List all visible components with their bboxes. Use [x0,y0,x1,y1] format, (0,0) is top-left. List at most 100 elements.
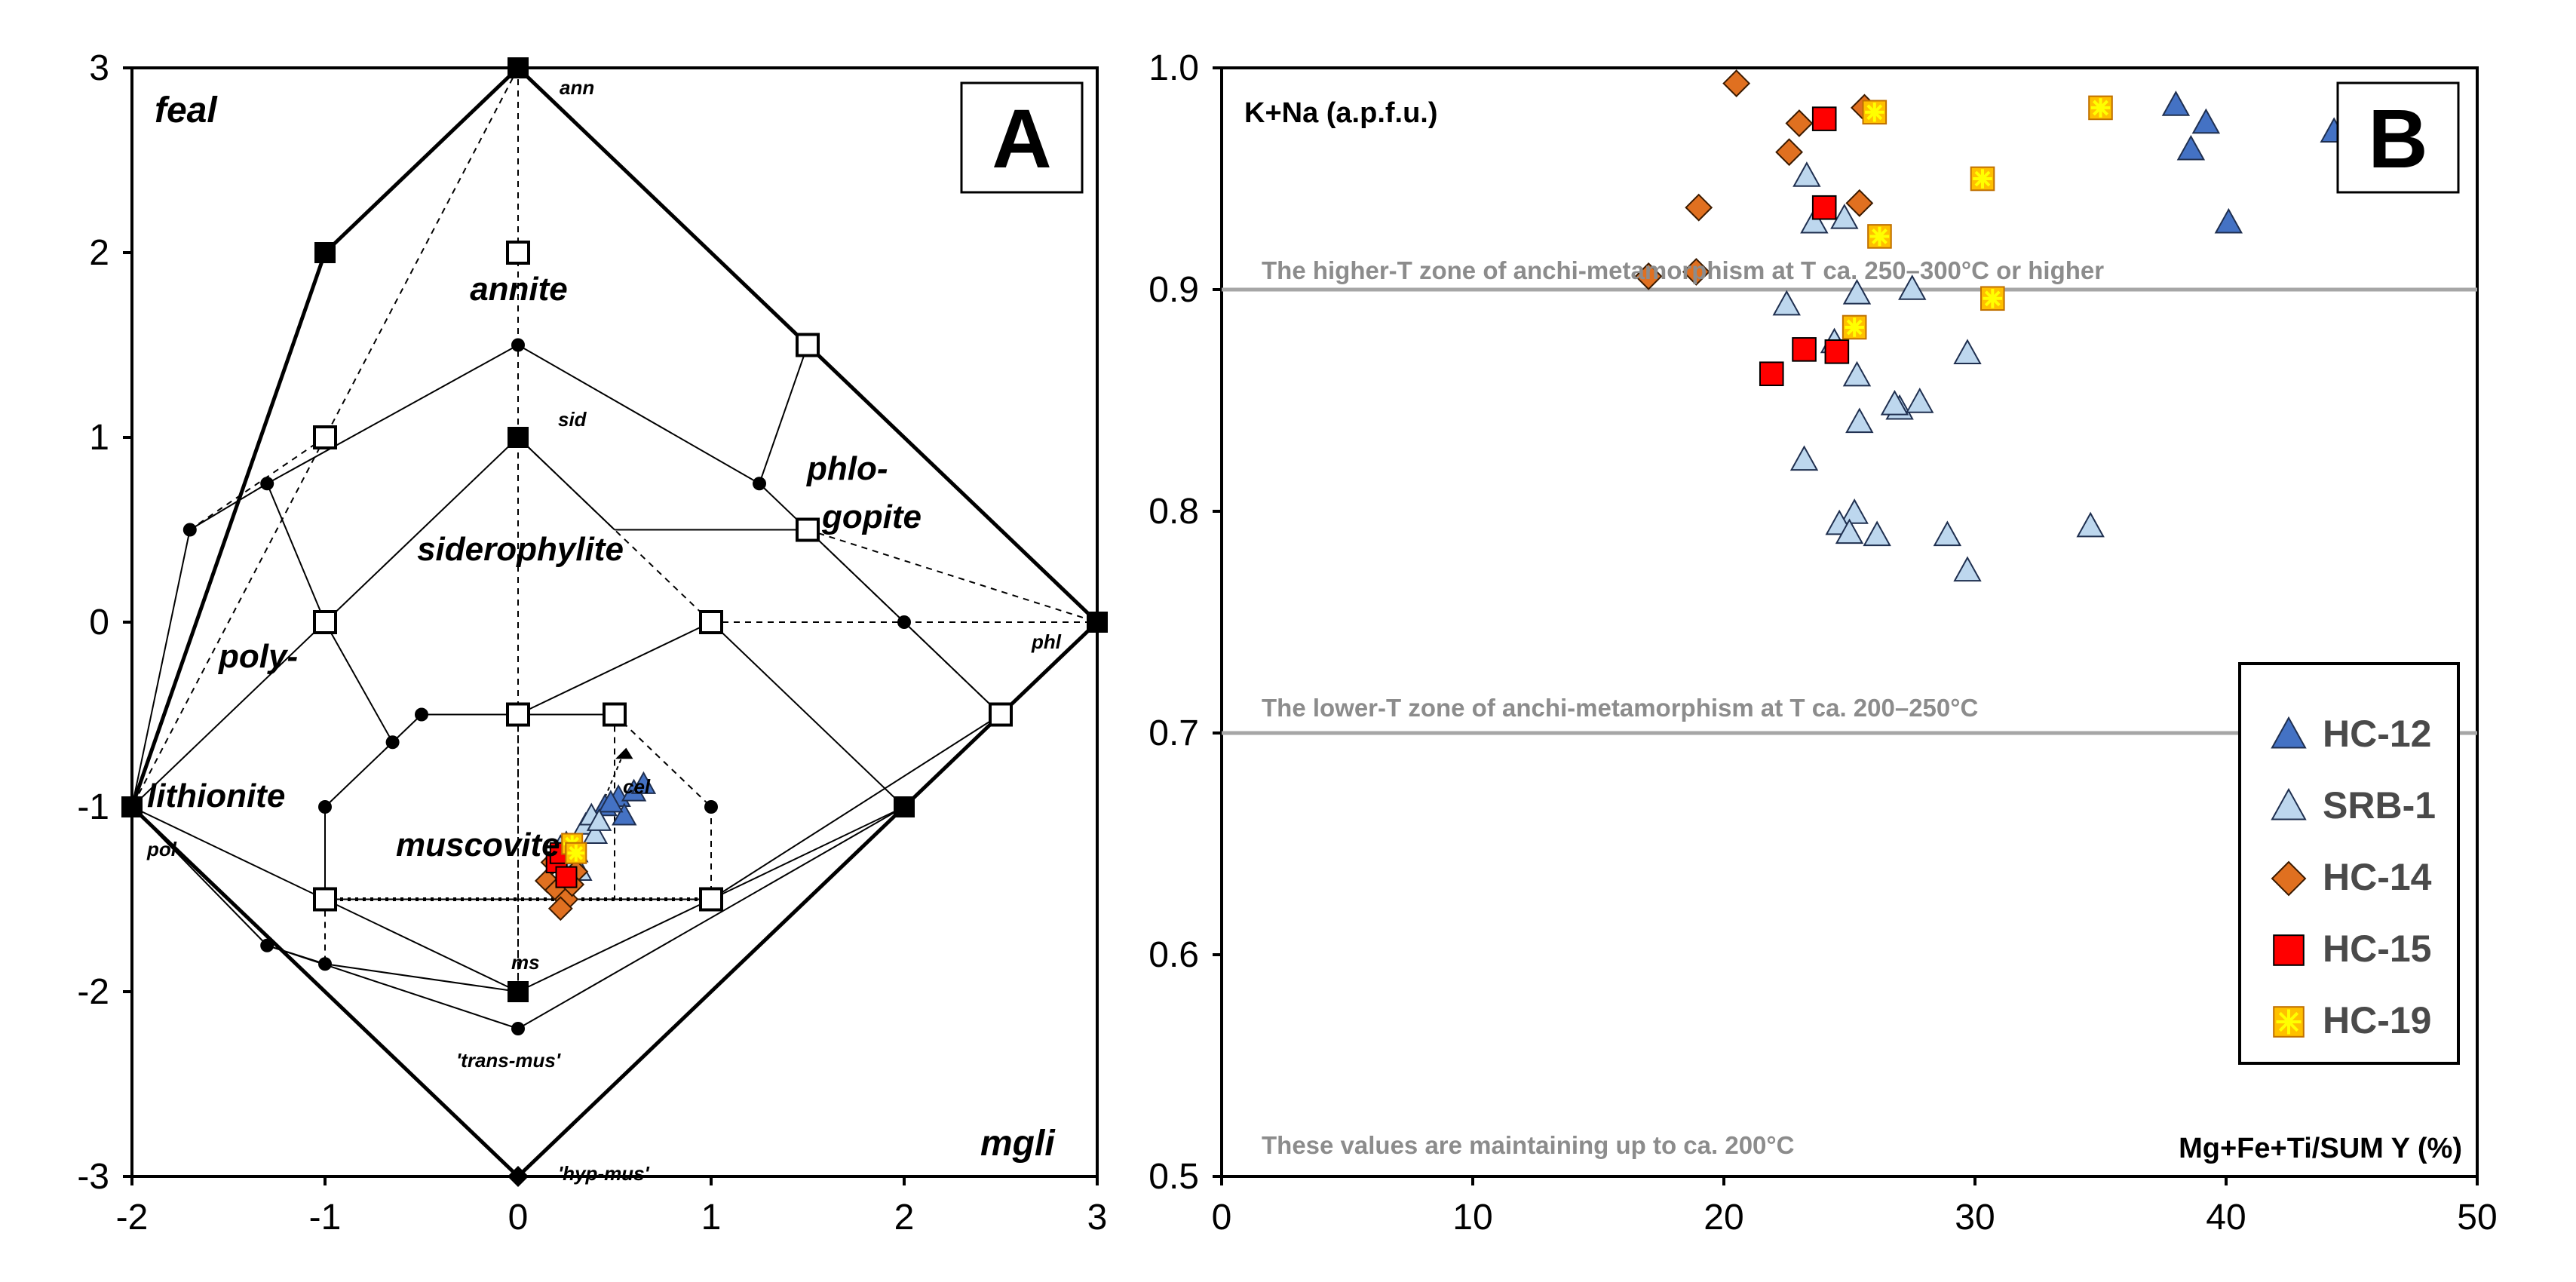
b-point-hc-12 [2214,207,2243,234]
a-y-tick-label: 2 [89,233,109,273]
b-x-tick-label: 20 [1704,1198,1743,1238]
legend-label-hc15: HC-15 [2323,928,2431,970]
a-field-line [517,621,712,716]
a-field-line [759,345,808,484]
panel-b-title-box [2336,81,2460,194]
a-cel-arrow-head [615,747,633,759]
b-point-srb-1 [1772,290,1801,316]
b-point-hc-15 [1824,339,1850,364]
b-y-tick-label: 0.6 [1148,935,1199,975]
legend-marker-hc-12 [2271,716,2307,749]
b-x-tick-label: 50 [2457,1198,2497,1238]
y-axis-label: K+Na (a.p.f.u.) [1244,97,1438,129]
a-end-member-open [506,241,530,265]
b-point-srb-1 [2076,511,2105,538]
a-y-tick-label: 0 [89,603,109,643]
zone-label-higher: The higher-T zone of anchi-metamorphism … [1262,256,2104,284]
a-x-tick-label: 1 [701,1198,722,1238]
field-label-annite: annite [470,271,568,308]
a-field-line [131,529,191,808]
a-y-tick-label: -2 [77,972,109,1012]
b-point-srb-1 [1953,556,1982,582]
panel-a-title: A [992,93,1051,186]
a-node-dot [318,800,332,814]
a-field-line [324,963,519,992]
zone-label-bottom: These values are maintaining up to ca. 2… [1262,1131,1794,1159]
b-y-tick-label: 0.5 [1148,1157,1199,1197]
a-node-dot [511,1022,525,1035]
b-y-tick-label: 1.0 [1148,48,1199,88]
a-point-hc-19 [565,842,587,864]
b-point-hc-14 [1845,189,1874,217]
a-field-line [324,66,520,254]
a-point-hc-12 [612,802,637,826]
legend-marker-hc-19 [2273,1006,2305,1038]
b-point-hc-14 [1785,109,1814,137]
legend: HC-12 SRB-1 HC-14 HC-15 HC-19 [2238,662,2460,1065]
panel-b-title: B [2368,93,2427,186]
a-field-line [266,483,326,623]
panel-a-plot-area [130,66,1099,1178]
a-field-line [189,437,326,531]
b-point-srb-1 [1842,360,1872,387]
legend-label-hc12: HC-12 [2323,713,2431,755]
a-point-srb-1 [586,808,612,831]
a-node-dot [704,800,718,814]
a-end-member-open [313,425,337,449]
a-end-member-filled [508,981,529,1002]
field-label-muscovite: muscovite [396,827,560,863]
end-label-sid: sid [558,408,587,431]
a-field-line [324,898,519,992]
a-node-dot [260,938,274,952]
corner-label-mgli: mgli [980,1124,1056,1164]
legend-label-hc19: HC-19 [2323,999,2431,1041]
legend-marker-hc-15 [2273,934,2305,966]
field-label-lithionite: lithionite [147,777,285,814]
a-field-line [517,806,905,1029]
a-field-line [131,806,268,946]
a-end-member-open [313,610,337,634]
a-field-line [710,713,1001,900]
a-field-line [130,252,327,808]
a-node-dot [260,477,274,491]
a-node-dot [415,707,428,722]
a-field-line [266,344,519,485]
end-label-trans-mus: 'trans-mus' [456,1049,561,1072]
a-field-line [189,483,268,531]
b-point-hc-19 [1980,286,2005,311]
b-point-hc-15 [1759,361,1784,387]
a-end-member-open [699,610,723,634]
b-point-srb-1 [1880,389,1909,416]
a-y-tick-label: 3 [89,48,109,88]
a-point-hc-15 [555,866,578,888]
a-x-tick-label: 0 [508,1198,529,1238]
a-y-tick-label: 1 [89,418,109,458]
a-end-member-open [989,702,1013,727]
a-field-line [807,529,1098,623]
end-label-hyp-mus: 'hyp-mus' [558,1162,650,1185]
b-x-tick-label: 0 [1212,1198,1232,1238]
b-point-srb-1 [1835,518,1864,544]
a-y-tick-label: -3 [77,1157,109,1197]
b-point-hc-19 [1862,100,1888,125]
a-end-member-open [796,517,820,542]
b-point-srb-1 [1792,161,1821,187]
legend-box [2238,662,2460,1065]
b-y-tick-label: 0.9 [1148,270,1199,310]
b-point-hc-14 [1775,138,1803,167]
a-field-line [517,344,760,485]
a-end-member-filled [1087,612,1108,633]
a-point-srb-1 [582,820,609,844]
b-point-hc-15 [1792,337,1817,362]
b-point-srb-1 [1789,445,1819,471]
b-point-srb-1 [1800,207,1829,234]
a-end-member-open [603,702,627,727]
a-end-member-open [313,887,337,912]
a-field-line [131,806,326,900]
b-point-srb-1 [1830,204,1859,229]
a-end-member-filled [508,57,529,78]
a-field-line [1000,621,1098,716]
a-field-line [131,621,326,808]
a-field-line [324,67,519,438]
a-y-tick-label: -1 [77,787,109,827]
